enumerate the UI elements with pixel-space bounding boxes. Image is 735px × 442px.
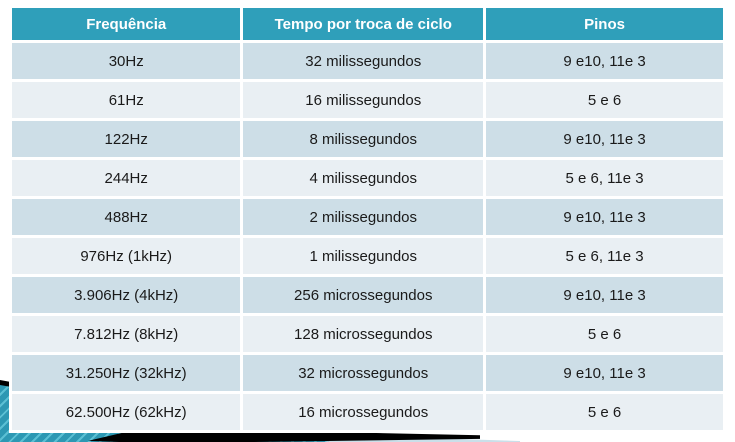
table-cell: 62.500Hz (62kHz) <box>12 394 241 430</box>
table-cell: 128 microssegundos <box>243 316 484 352</box>
table-cell: 488Hz <box>12 199 241 235</box>
table-row: 30Hz 32 milissegundos 9 e10, 11e 3 <box>12 43 723 79</box>
table-cell: 122Hz <box>12 121 241 157</box>
table-cell: 5 e 6, 11e 3 <box>486 238 723 274</box>
table-cell: 16 microssegundos <box>243 394 484 430</box>
table-cell: 5 e 6 <box>486 394 723 430</box>
frequency-table: Frequência Tempo por troca de ciclo Pinos … <box>9 5 726 433</box>
table-row: 62.500Hz (62kHz) 16 microssegundos 5 e 6 <box>12 394 723 430</box>
table-cell: 256 microssegundos <box>243 277 484 313</box>
table-cell: 30Hz <box>12 43 241 79</box>
table-row: 488Hz 2 milissegundos 9 e10, 11e 3 <box>12 199 723 235</box>
table-cell: 1 milissegundos <box>243 238 484 274</box>
table-cell: 2 milissegundos <box>243 199 484 235</box>
table-cell: 8 milissegundos <box>243 121 484 157</box>
table-cell: 9 e10, 11e 3 <box>486 121 723 157</box>
table-cell: 16 milissegundos <box>243 82 484 118</box>
table-cell: 4 milissegundos <box>243 160 484 196</box>
table-cell: 32 milissegundos <box>243 43 484 79</box>
table-cell: 9 e10, 11e 3 <box>486 43 723 79</box>
column-header: Pinos <box>486 8 723 40</box>
table-cell: 5 e 6 <box>486 82 723 118</box>
table-body: 30Hz 32 milissegundos 9 e10, 11e 3 61Hz 16 m… <box>12 43 723 430</box>
table-cell: 32 microssegundos <box>243 355 484 391</box>
header-row: Frequência Tempo por troca de ciclo Pinos <box>12 8 723 40</box>
table-row: 244Hz 4 milissegundos 5 e 6, 11e 3 <box>12 160 723 196</box>
table-cell: 9 e10, 11e 3 <box>486 199 723 235</box>
table-cell: 7.812Hz (8kHz) <box>12 316 241 352</box>
table-row: 61Hz 16 milissegundos 5 e 6 <box>12 82 723 118</box>
table-cell: 9 e10, 11e 3 <box>486 355 723 391</box>
table-cell: 9 e10, 11e 3 <box>486 277 723 313</box>
table-row: 122Hz 8 milissegundos 9 e10, 11e 3 <box>12 121 723 157</box>
table-row: 31.250Hz (32kHz) 32 microssegundos 9 e10, … <box>12 355 723 391</box>
column-header: Frequência <box>12 8 241 40</box>
table-cell: 5 e 6, 11e 3 <box>486 160 723 196</box>
table-row: 3.906Hz (4kHz) 256 microssegundos 9 e10, 1… <box>12 277 723 313</box>
table-row: 7.812Hz (8kHz) 128 microssegundos 5 e 6 <box>12 316 723 352</box>
table-row: 976Hz (1kHz) 1 milissegundos 5 e 6, 11e 3 <box>12 238 723 274</box>
table-cell: 3.906Hz (4kHz) <box>12 277 241 313</box>
table-cell: 5 e 6 <box>486 316 723 352</box>
table-cell: 976Hz (1kHz) <box>12 238 241 274</box>
table-cell: 244Hz <box>12 160 241 196</box>
table-cell: 61Hz <box>12 82 241 118</box>
column-header: Tempo por troca de ciclo <box>243 8 484 40</box>
table-cell: 31.250Hz (32kHz) <box>12 355 241 391</box>
